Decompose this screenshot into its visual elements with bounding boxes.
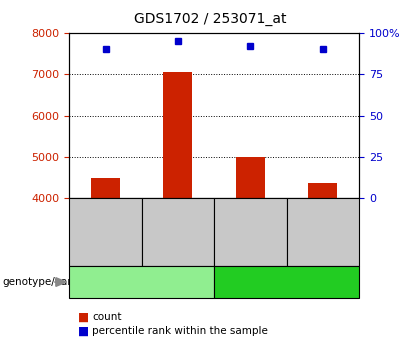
Text: GSM65294: GSM65294: [100, 204, 110, 260]
Text: wild type: wild type: [118, 277, 165, 287]
Text: ■: ■: [78, 325, 89, 338]
Text: GSM65295: GSM65295: [173, 204, 183, 260]
Text: GDS1702 / 253071_at: GDS1702 / 253071_at: [134, 12, 286, 26]
Bar: [308, 183, 337, 198]
Bar: [91, 178, 120, 198]
Bar: [236, 157, 265, 198]
Text: ■: ■: [78, 311, 89, 324]
Text: percentile rank within the sample: percentile rank within the sample: [92, 326, 268, 336]
Text: phyA phyB double
mutant: phyA phyB double mutant: [239, 271, 334, 293]
Bar: [163, 72, 192, 198]
Text: GSM65297: GSM65297: [318, 204, 328, 260]
Text: count: count: [92, 313, 122, 322]
Text: GSM65296: GSM65296: [245, 204, 255, 260]
Text: genotype/variation: genotype/variation: [2, 277, 101, 287]
